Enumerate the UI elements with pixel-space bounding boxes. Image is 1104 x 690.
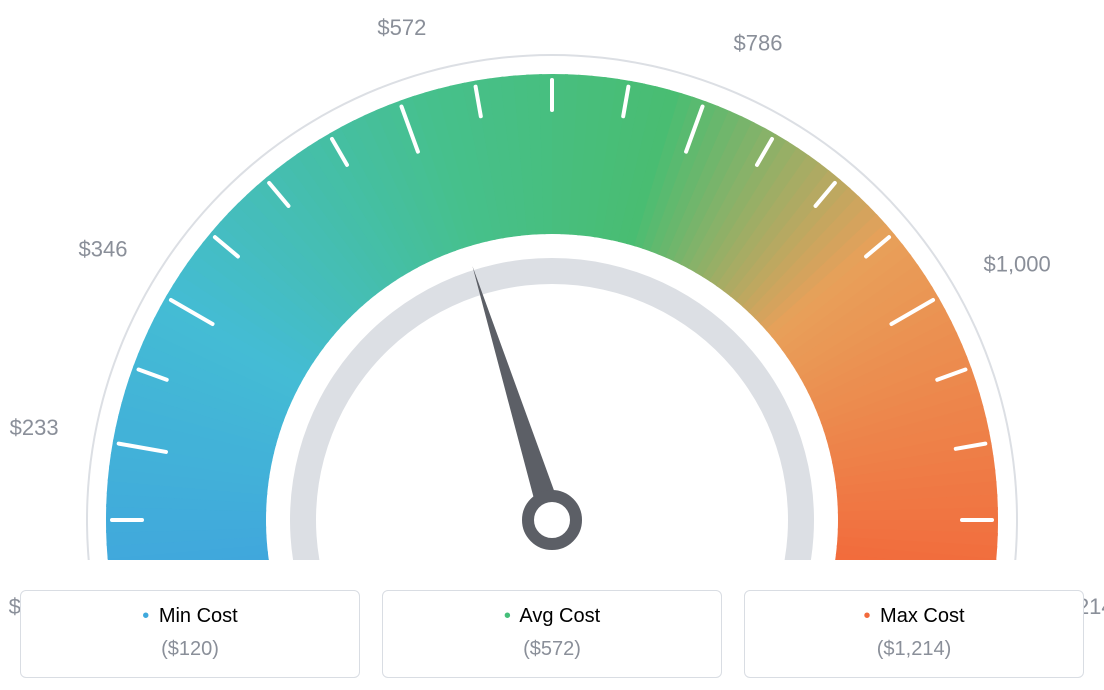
gauge-tick-label: $786	[734, 30, 783, 56]
legend-card-avg: • Avg Cost ($572)	[382, 590, 722, 678]
gauge-hub-icon	[528, 496, 576, 544]
gauge-tick-label: $346	[79, 237, 128, 263]
gauge-tick-label: $1,000	[983, 252, 1050, 278]
legend-card-min: • Min Cost ($120)	[20, 590, 360, 678]
gauge-needle	[472, 266, 563, 523]
legend-title-text: Avg Cost	[519, 605, 600, 627]
legend-title-max: • Max Cost	[755, 605, 1073, 628]
gauge-tick-label: $233	[10, 415, 59, 441]
legend-value-avg: ($572)	[393, 638, 711, 661]
gauge-svg	[22, 0, 1082, 560]
legend-title-text: Max Cost	[880, 605, 964, 627]
legend-card-max: • Max Cost ($1,214)	[744, 590, 1084, 678]
legend-value-max: ($1,214)	[755, 638, 1073, 661]
legend-title-text: Min Cost	[159, 605, 238, 627]
dot-icon: •	[863, 605, 870, 627]
legend-title-avg: • Avg Cost	[393, 605, 711, 628]
legend-row: • Min Cost ($120) • Avg Cost ($572) • Ma…	[0, 590, 1104, 678]
legend-value-min: ($120)	[31, 638, 349, 661]
dot-icon: •	[504, 605, 511, 627]
gauge-tick-label: $572	[377, 15, 426, 41]
dot-icon: •	[142, 605, 149, 627]
cost-gauge: $120$233$346$572$786$1,000$1,214	[22, 0, 1082, 560]
legend-title-min: • Min Cost	[31, 605, 349, 628]
